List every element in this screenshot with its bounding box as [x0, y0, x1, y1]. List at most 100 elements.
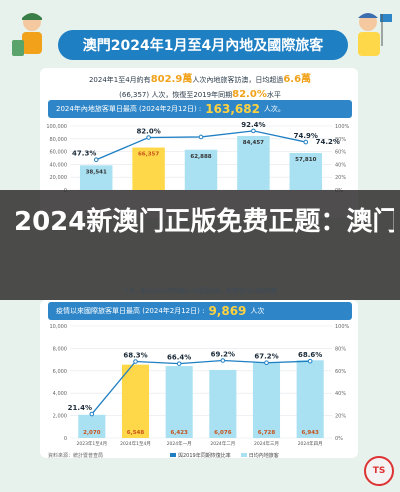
summary-highlight: 82.0% [232, 89, 267, 100]
y-tick-right: 40% [335, 162, 346, 168]
bar [237, 135, 270, 190]
bar [296, 360, 324, 438]
peak-unit: 人次 [250, 307, 265, 315]
bar [132, 147, 165, 190]
headline-overlay [0, 190, 400, 300]
international-subnote: 人次，對比2023年同期上升超過2倍，恢復至2019年同期 [122, 288, 278, 295]
chart-legend: 與2019年同期恢復比率 日均內地旅客 [170, 452, 279, 459]
bar-value-label: 2,070 [83, 430, 101, 436]
y-tick-right: 80% [335, 137, 346, 143]
ratio-point [303, 139, 309, 145]
mainland-visitors-chart: 020,00040,00060,00080,000100,0000%20%40%… [46, 121, 350, 192]
y-tick-right: 60% [335, 369, 346, 375]
legend-item-daily: 日均內地旅客 [240, 452, 279, 459]
bar-value-label: 38,541 [86, 169, 107, 175]
ratio-label: 82.0% [136, 128, 160, 136]
bar [79, 165, 113, 190]
bar [209, 369, 237, 438]
summary-text: 2024年1至4月約有 [88, 76, 151, 84]
bar-value-label: 6,076 [214, 430, 232, 436]
bar-value-label: 62,888 [190, 154, 211, 160]
summary-text: 水平 [266, 91, 281, 99]
ratio-label: 74.9% [294, 132, 318, 140]
ratio-label: 66.4% [167, 354, 191, 362]
international-peak-bar: 疫情以來國際旅客單日最高 (2024年2月12日) : 9,869 人次 [48, 302, 352, 320]
y-tick-right: 20% [335, 175, 346, 181]
x-tick-label: 2024年二月 [210, 440, 235, 447]
peak-value: 9,869 [208, 304, 247, 318]
ratio-label: 68.3% [123, 352, 147, 360]
x-tick-label: 2024年三月 [254, 440, 279, 447]
headline-text: 2024新澳门正版免费正题：澳门旅游产业的新 [14, 207, 394, 237]
summary-highlight: 802.9萬 [150, 74, 193, 85]
bar-value-label: 6,943 [301, 430, 319, 436]
page-title: 澳門2024年1月至4月內地及國際旅客 [58, 30, 348, 60]
bar [289, 153, 323, 190]
bar-value-label: 84,457 [243, 140, 264, 146]
bar [78, 414, 106, 438]
y-tick-left: 80,000 [50, 137, 68, 143]
traveler-illustration-right [358, 13, 392, 56]
y-tick-right: 100% [335, 324, 350, 330]
ratio-point [307, 358, 313, 364]
ratio-line [91, 359, 311, 415]
bar-value-label: 6,728 [258, 430, 276, 436]
y-tick-left: 40,000 [50, 162, 68, 168]
y-tick-right: 80% [335, 346, 346, 352]
bar [184, 149, 218, 190]
bar-value-label: 6,548 [127, 430, 145, 436]
y-tick-left: 8,000 [53, 346, 67, 352]
x-tick-label: 2024年四月 [298, 440, 323, 447]
bar-value-label: 66,357 [138, 152, 159, 158]
ratio-label: 21.4% [68, 404, 92, 412]
y-tick-left: 2,000 [53, 414, 67, 420]
x-tick-label: 2024年1至4月 [120, 440, 151, 447]
ratio-point [251, 128, 256, 134]
ratio-point [198, 134, 204, 140]
site-logo: TS [364, 456, 394, 486]
ratio-label: 69.2% [211, 350, 235, 358]
bar [252, 362, 281, 438]
x-tick-label: 2024年一月 [167, 440, 192, 447]
bar-value-label: 57,810 [295, 157, 316, 163]
y-tick-left: 60,000 [50, 150, 68, 156]
bar-value-label: 6,423 [170, 430, 188, 436]
international-visitors-chart: 0 2,000 4,000 6,000 8,000 10,000 0% 20% 40% 60% 80… [50, 324, 350, 447]
y-tick-left: 0 [64, 436, 67, 442]
legend-item-ratio: 與2019年同期恢復比率 [170, 452, 231, 459]
ratio-label: 68.6% [298, 351, 322, 359]
ratio-point [89, 411, 95, 417]
y-tick-right: 40% [335, 391, 346, 397]
ratio-label: 47.3% [72, 150, 96, 158]
legend-label: 與2019年同期恢復比率 [178, 453, 231, 459]
ratio-point [264, 360, 269, 366]
ratio-label: 74.2% [316, 138, 340, 146]
traveler-illustration-left [12, 13, 42, 56]
y-tick-left: 100,000 [46, 124, 67, 130]
y-tick-left: 20,000 [50, 175, 68, 181]
y-tick-right: 20% [335, 414, 346, 420]
y-tick-left: 6,000 [53, 369, 67, 375]
peak-label: 2024年內地旅客單日最高 (2024年2月12日) : [56, 105, 202, 113]
y-tick-right: 60% [335, 150, 346, 156]
ratio-point [176, 361, 182, 366]
y-tick-right: 0% [335, 436, 343, 442]
summary-text: 人次內地旅客訪澳，日均超過 [192, 76, 284, 84]
y-tick-left: 10,000 [50, 324, 68, 330]
y-tick-left: 4,000 [53, 391, 67, 397]
ratio-point [220, 358, 226, 363]
summary-highlight: 6.6萬 [283, 74, 312, 85]
ratio-point [146, 135, 151, 140]
mainland-summary: 2024年1至4月約有802.9萬人次內地旅客訪澳，日均超過6.6萬 (66,3… [50, 72, 350, 102]
bar [121, 364, 150, 438]
mainland-peak-bar: 2024年內地旅客單日最高 (2024年2月12日) : 163,682 人次。 [48, 100, 352, 118]
ratio-point [133, 359, 138, 364]
y-tick-right: 100% [335, 124, 350, 130]
ratio-label: 67.2% [254, 353, 278, 361]
ratio-label: 92.4% [241, 121, 265, 129]
data-source: 資料來源：統計暨普查局 [48, 453, 104, 459]
ratio-point [93, 157, 99, 163]
x-tick-label: 2023年1至4月 [76, 440, 107, 447]
bar [165, 366, 193, 438]
legend-label: 日均內地旅客 [248, 453, 279, 459]
